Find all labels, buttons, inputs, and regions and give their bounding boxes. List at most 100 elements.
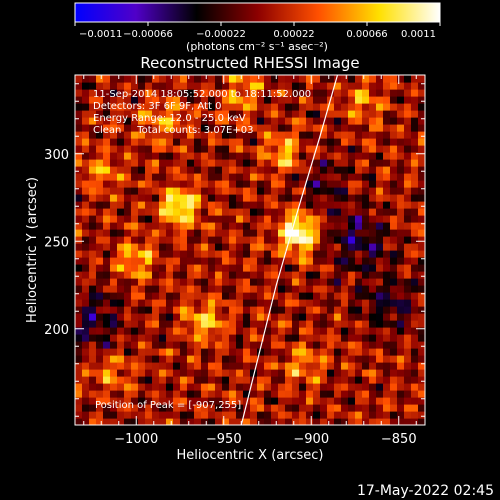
heatmap-cell xyxy=(376,397,384,405)
heatmap-cell xyxy=(376,89,384,97)
heatmap-cell xyxy=(89,397,97,405)
heatmap-cell xyxy=(376,348,384,356)
heatmap-cell xyxy=(264,96,272,104)
heatmap-cell xyxy=(201,278,209,286)
heatmap-cell xyxy=(103,313,111,321)
heatmap-cell xyxy=(166,208,174,216)
heatmap-cell xyxy=(292,292,300,300)
heatmap-cell xyxy=(236,264,244,272)
heatmap-cell xyxy=(404,320,412,328)
heatmap-cell xyxy=(229,278,237,286)
heatmap-cell xyxy=(82,404,90,412)
heatmap-cell xyxy=(348,369,356,377)
heatmap-cell xyxy=(404,110,412,118)
heatmap-cell xyxy=(334,215,342,223)
heatmap-cell xyxy=(117,327,125,335)
heatmap-cell xyxy=(299,131,307,139)
heatmap-cell xyxy=(103,369,111,377)
heatmap-cell xyxy=(75,334,83,342)
heatmap-cell xyxy=(418,243,425,251)
heatmap-cell xyxy=(166,166,174,174)
heatmap-cell xyxy=(236,208,244,216)
heatmap-cell xyxy=(383,82,391,90)
heatmap-cell xyxy=(222,250,230,258)
heatmap-cell xyxy=(166,138,174,146)
heatmap-cell xyxy=(138,257,146,265)
heatmap-cell xyxy=(152,187,160,195)
heatmap-cell xyxy=(411,320,419,328)
heatmap-cell xyxy=(236,348,244,356)
heatmap-cell xyxy=(404,187,412,195)
heatmap-cell xyxy=(124,117,132,125)
heatmap-cell xyxy=(110,292,118,300)
heatmap-cell xyxy=(299,243,307,251)
heatmap-cell xyxy=(201,292,209,300)
heatmap-cell xyxy=(152,341,160,349)
heatmap-cell xyxy=(229,229,237,237)
heatmap-cell xyxy=(397,362,405,370)
heatmap-cell xyxy=(348,201,356,209)
heatmap-cell xyxy=(243,201,251,209)
heatmap-cell xyxy=(362,194,370,202)
heatmap-cell xyxy=(285,117,293,125)
heatmap-cell xyxy=(404,194,412,202)
heatmap-cell xyxy=(117,383,125,391)
heatmap-cell xyxy=(117,236,125,244)
heatmap-cell xyxy=(194,404,202,412)
heatmap-cell xyxy=(180,397,188,405)
heatmap-cell xyxy=(397,285,405,293)
heatmap-cell xyxy=(145,278,153,286)
heatmap-cell xyxy=(383,166,391,174)
heatmap-cell xyxy=(208,75,216,83)
heatmap-cell xyxy=(404,313,412,321)
heatmap-cell xyxy=(159,327,167,335)
heatmap-cell xyxy=(397,292,405,300)
heatmap-cell xyxy=(180,299,188,307)
heatmap-cell xyxy=(397,110,405,118)
heatmap-cell xyxy=(187,215,195,223)
heatmap-cell xyxy=(110,271,118,279)
heatmap-cell xyxy=(103,222,111,230)
heatmap-cell xyxy=(320,222,328,230)
heatmap-cell xyxy=(180,348,188,356)
heatmap-cell xyxy=(257,173,265,181)
heatmap-cell xyxy=(264,362,272,370)
heatmap-cell xyxy=(236,250,244,258)
heatmap-cell xyxy=(89,278,97,286)
heatmap-cell xyxy=(236,89,244,97)
heatmap-cell xyxy=(397,173,405,181)
heatmap-cell xyxy=(194,215,202,223)
heatmap-cell xyxy=(376,194,384,202)
heatmap-cell xyxy=(82,264,90,272)
heatmap-cell xyxy=(229,145,237,153)
heatmap-cell xyxy=(299,278,307,286)
heatmap-cell xyxy=(264,124,272,132)
heatmap-cell xyxy=(222,222,230,230)
heatmap-cell xyxy=(250,117,258,125)
heatmap-cell xyxy=(82,124,90,132)
heatmap-cell xyxy=(411,110,419,118)
heatmap-cell xyxy=(89,355,97,363)
heatmap-cell xyxy=(124,159,132,167)
heatmap-cell xyxy=(369,264,377,272)
heatmap-cell xyxy=(250,138,258,146)
heatmap-cell xyxy=(145,159,153,167)
heatmap-cell xyxy=(418,215,425,223)
heatmap-cell xyxy=(418,208,425,216)
heatmap-cell xyxy=(285,313,293,321)
heatmap-cell xyxy=(264,117,272,125)
heatmap-cell xyxy=(411,82,419,90)
heatmap-cell xyxy=(96,152,104,160)
heatmap-cell xyxy=(376,355,384,363)
heatmap-cell xyxy=(173,292,181,300)
heatmap-cell xyxy=(138,103,146,111)
heatmap-cell xyxy=(411,152,419,160)
heatmap-cell xyxy=(355,131,363,139)
heatmap-cell xyxy=(404,362,412,370)
heatmap-cell xyxy=(383,257,391,265)
colorbar: −0.0011 −0.00066 −0.00022 0.00022 0.00066 0.0… xyxy=(74,2,441,53)
heatmap-cell xyxy=(166,334,174,342)
heatmap-cell xyxy=(299,257,307,265)
heatmap-cell xyxy=(334,271,342,279)
heatmap-cell xyxy=(138,180,146,188)
